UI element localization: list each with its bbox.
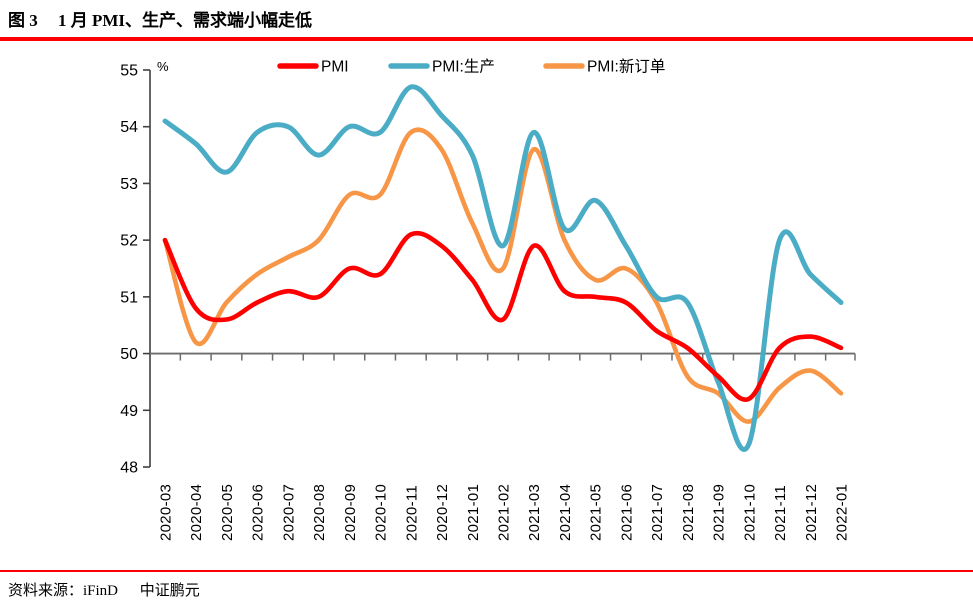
x-tick-label: 2021-06 — [618, 484, 635, 541]
x-tick-label: 2020-10 — [373, 484, 390, 541]
pmi-production-line — [162, 84, 844, 452]
footer-divider-rule — [0, 570, 973, 572]
x-tick-label: 2022-01 — [834, 484, 851, 541]
y-axis-unit-label: % — [157, 59, 169, 74]
y-axis: 48 49 50 51 52 53 54 55 — [120, 63, 151, 477]
page-title: 图 3 1 月 PMI、生产、需求端小幅走低 — [8, 6, 312, 31]
x-tick-label: 2021-04 — [557, 484, 574, 541]
legend-item-pmi-production: PMI:生产 — [388, 58, 495, 76]
x-tick-label: 2020-06 — [250, 484, 267, 541]
legend: PMI PMI:生产 PMI:新订单 — [277, 58, 665, 76]
x-axis — [150, 352, 856, 361]
source-note: 资料来源：iFinD 中证鹏元 — [8, 579, 200, 600]
legend-item-pmi-new-orders: PMI:新订单 — [543, 58, 665, 76]
source-label: 资料来源：iFinD — [8, 583, 119, 599]
x-tick-label: 2021-12 — [803, 484, 820, 541]
y-tick-label: 51 — [120, 289, 138, 306]
x-tick-label: 2020-05 — [219, 484, 236, 541]
y-tick-label: 54 — [120, 119, 138, 136]
x-tick-label: 2020-04 — [188, 484, 205, 541]
x-tick-label: 2020-09 — [342, 484, 359, 541]
source-org: 中证鹏元 — [139, 583, 200, 599]
figure-label: 图 3 — [8, 11, 38, 30]
x-tick-label: 2020-12 — [434, 484, 451, 541]
legend-label-pmi: PMI — [321, 59, 349, 76]
figure-title-text: 1 月 PMI、生产、需求端小幅走低 — [58, 11, 313, 30]
y-tick-label: 49 — [120, 403, 138, 420]
x-tick-label: 2021-11 — [772, 485, 789, 541]
pmi-line-chart: % PMI PMI:生产 PMI:新订单 48 49 50 51 52 53 54 55 2020-03… — [120, 58, 856, 541]
x-tick-label: 2020-07 — [280, 484, 297, 541]
x-tick-label: 2021-10 — [741, 484, 758, 541]
x-tick-label: 2021-09 — [711, 484, 728, 541]
x-tick-label: 2021-02 — [496, 484, 513, 541]
x-tick-label: 2021-07 — [649, 484, 666, 541]
pmi-line — [162, 230, 844, 402]
y-tick-label: 52 — [120, 233, 138, 250]
x-tick-label: 2020-11 — [403, 485, 420, 541]
legend-label-pmi-new-orders: PMI:新订单 — [587, 58, 665, 76]
x-tick-label: 2021-05 — [588, 484, 605, 541]
legend-label-pmi-production: PMI:生产 — [432, 58, 495, 76]
x-tick-label: 2020-03 — [158, 484, 175, 541]
x-axis-labels: 2020-03 2020-04 2020-05 2020-06 2020-07 2020-… — [158, 484, 851, 541]
x-tick-label: 2021-08 — [680, 484, 697, 541]
pmi-new-orders-line — [162, 127, 844, 424]
x-tick-label: 2021-01 — [465, 484, 482, 541]
x-tick-label: 2021-03 — [526, 484, 543, 541]
title-divider-rule — [0, 37, 973, 41]
y-tick-label: 55 — [120, 63, 138, 80]
y-tick-label: 50 — [120, 346, 138, 363]
y-tick-label: 53 — [120, 176, 138, 193]
y-tick-label: 48 — [120, 460, 138, 477]
legend-item-pmi: PMI — [277, 59, 349, 76]
x-tick-label: 2020-08 — [311, 484, 328, 541]
